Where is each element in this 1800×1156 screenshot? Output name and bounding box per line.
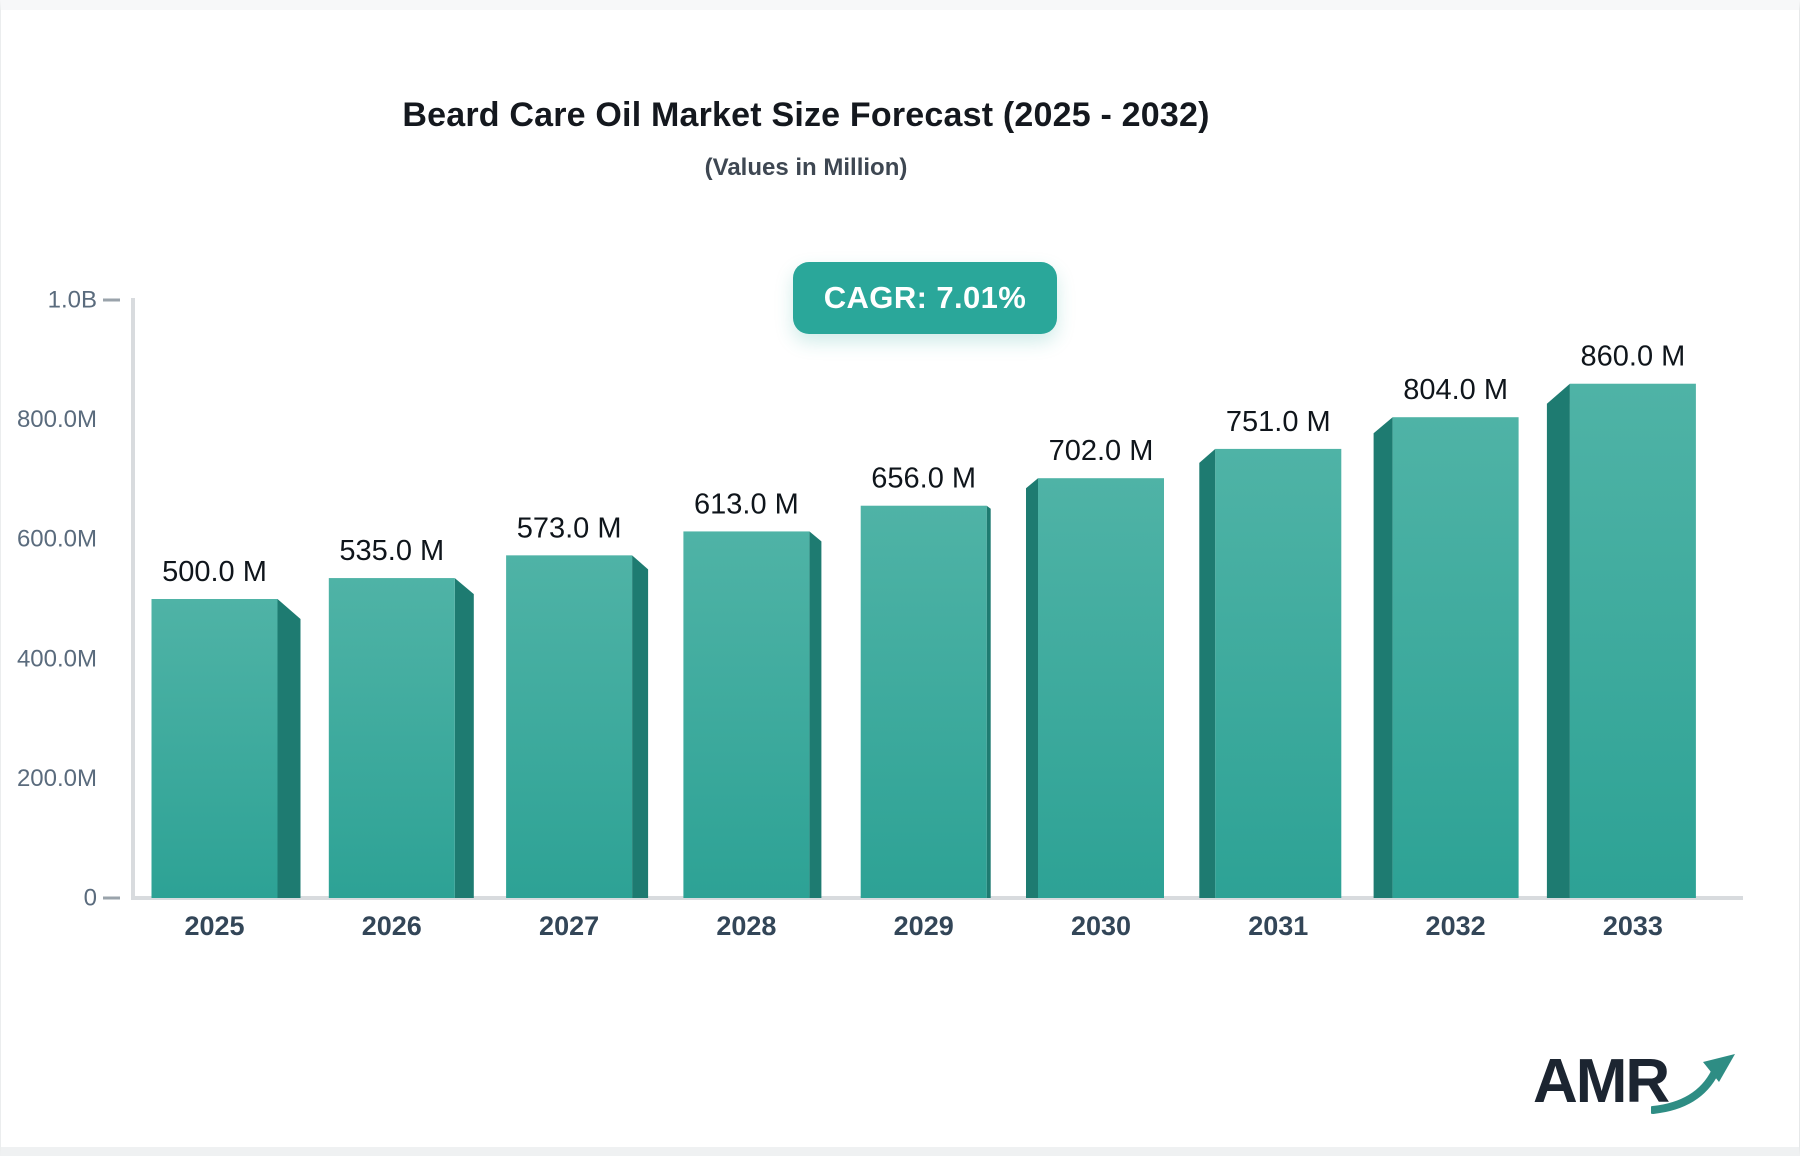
x-tick-label: 2029 [894, 911, 954, 941]
bar-front-face [151, 599, 278, 898]
chart-title: Beard Care Oil Market Size Forecast (202… [402, 96, 1210, 134]
bar-value-label: 751.0 M [1226, 406, 1331, 438]
bar-front-face [683, 531, 810, 898]
bar-value-label: 804.0 M [1403, 374, 1508, 406]
y-tick-label: 600.0M [17, 526, 97, 553]
x-tick-label: 2033 [1603, 911, 1663, 941]
x-tick-label: 2026 [362, 911, 422, 941]
x-tick-label: 2027 [539, 911, 599, 941]
bar-side-face [1373, 417, 1393, 898]
bar-front-face [1569, 383, 1696, 899]
x-tick-label: 2028 [716, 911, 776, 941]
bar-side-face [1546, 383, 1570, 899]
y-tick-mark [103, 298, 120, 302]
bar-value-label: 702.0 M [1049, 435, 1154, 467]
bar-front-face [328, 578, 455, 898]
amr-logo: AMR [1533, 1046, 1735, 1126]
bar[interactable]: 804.0 M 2032 [1373, 374, 1519, 941]
bar-side-face [1026, 478, 1038, 898]
growth-arrow-icon [1651, 1054, 1735, 1114]
y-tick-mark [103, 896, 120, 900]
y-tick-label: 1.0B [48, 287, 97, 314]
amr-logo-text: AMR [1533, 1047, 1670, 1116]
bar-side-face [1199, 448, 1216, 898]
bar-front-face [860, 505, 987, 898]
bar-side-face [454, 578, 474, 898]
bar[interactable]: 860.0 M 2033 [1546, 341, 1696, 941]
bar[interactable]: 535.0 M 2026 [328, 535, 474, 941]
y-axis-line [131, 298, 135, 900]
x-tick-label: 2030 [1071, 911, 1131, 941]
bar-side-face [986, 505, 991, 898]
bar[interactable]: 500.0 M 2025 [151, 556, 301, 941]
cagr-badge: CAGR: 7.01% [793, 262, 1057, 334]
bar-chart: 1.0B 800.0M 600.0M 400.0M 200.0M 0 500.0 M 2025… [17, 287, 1743, 941]
bar-side-face [632, 555, 649, 898]
bar[interactable]: 751.0 M 2031 [1199, 406, 1342, 941]
bar-value-label: 535.0 M [339, 535, 444, 567]
bar-value-label: 656.0 M [871, 463, 976, 495]
y-tick-label: 400.0M [17, 645, 97, 672]
bar[interactable]: 613.0 M 2028 [683, 488, 822, 941]
bar-value-label: 860.0 M [1581, 341, 1686, 373]
x-tick-label: 2025 [184, 911, 244, 941]
x-tick-label: 2031 [1248, 911, 1308, 941]
bar-front-face [1392, 417, 1519, 898]
y-tick-label: 0 [84, 885, 97, 912]
bar-value-label: 573.0 M [517, 512, 622, 544]
bar-side-face [809, 531, 822, 898]
chart-subtitle: (Values in Million) [704, 154, 908, 181]
x-tick-label: 2032 [1426, 911, 1486, 941]
y-tick-label: 800.0M [17, 406, 97, 433]
bar-value-label: 613.0 M [694, 488, 799, 520]
bar[interactable]: 656.0 M 2029 [860, 463, 991, 941]
bar-front-face [506, 555, 633, 898]
bar-front-face [1215, 448, 1342, 898]
bar-side-face [277, 599, 301, 898]
bar-front-face [1038, 478, 1164, 898]
bar-value-label: 500.0 M [162, 556, 267, 588]
y-tick-label: 200.0M [17, 765, 97, 792]
bar[interactable]: 573.0 M 2027 [506, 512, 649, 941]
bar[interactable]: 702.0 M 2030 [1026, 435, 1164, 941]
